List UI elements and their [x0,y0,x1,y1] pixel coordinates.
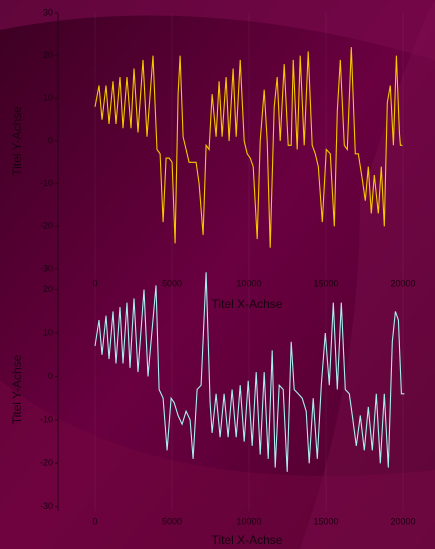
x-tick-label: 20000 [391,516,416,526]
x-tick-label: 5000 [162,516,182,526]
x-tick-label: 0 [92,516,97,526]
y-tick-label: -30 [40,263,53,273]
y-axis-title: Titel Y-Achse [10,354,24,424]
y-tick-label: 0 [48,135,53,145]
y-tick-label: 30 [43,7,53,17]
x-tick-label: 10000 [236,516,261,526]
y-tick-label: 0 [48,371,53,381]
x-tick-label: 10000 [236,278,261,288]
data-line [94,272,405,472]
x-tick-label: 20000 [391,278,416,288]
y-tick-label: -30 [40,501,53,511]
x-axis-title: Titel X-Achse [212,297,283,311]
x-tick-label: 5000 [162,278,182,288]
swoosh [0,380,435,549]
x-tick-label: 0 [92,278,97,288]
y-tick-label: -20 [40,458,53,468]
swoosh [0,0,435,60]
y-tick-label: -10 [40,178,53,188]
y-axis-title: Titel Y-Achse [10,106,24,176]
y-tick-label: -10 [40,414,53,424]
x-axis-title: Titel X-Achse [212,533,283,547]
data-line [94,47,403,248]
swoosh [300,0,435,549]
x-tick-label: 15000 [314,278,339,288]
x-tick-label: 15000 [314,516,339,526]
y-tick-label: 20 [43,284,53,294]
y-tick-label: 10 [43,327,53,337]
y-tick-label: -20 [40,221,53,231]
y-tick-label: 20 [43,50,53,60]
y-tick-label: 10 [43,93,53,103]
